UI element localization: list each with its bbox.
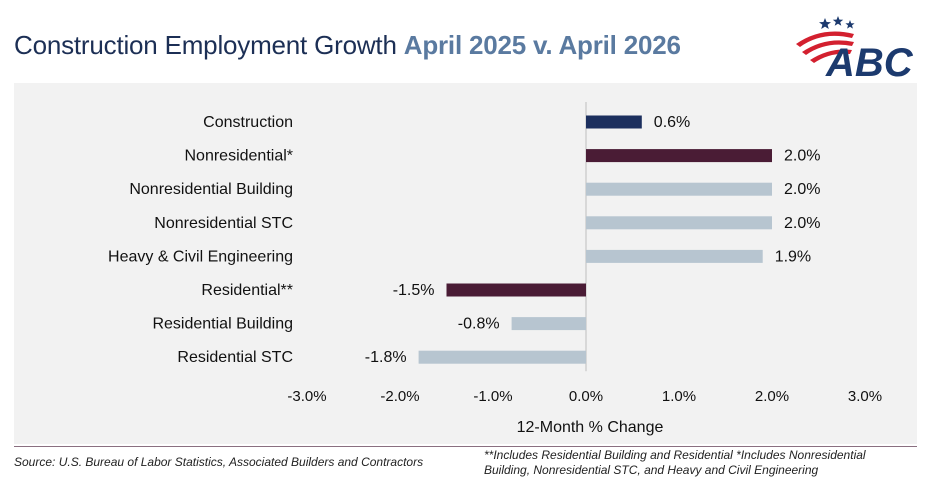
bar (446, 283, 586, 297)
category-label: Residential STC (177, 349, 293, 366)
data-label: -1.5% (393, 282, 435, 299)
chart-title-main: Construction Employment Growth (14, 30, 397, 60)
x-tick-label: 1.0% (662, 388, 696, 405)
x-tick-label: -2.0% (380, 388, 419, 405)
bar-chart: Construction 0.6% Nonresidential* 2.0% Nonre… (108, 102, 882, 436)
category-label: Nonresidential Building (129, 181, 293, 198)
category-label: Nonresidential* (184, 148, 293, 165)
category-label: Construction (203, 114, 293, 131)
data-label: 2.0% (784, 215, 820, 232)
category-label: Nonresidential STC (154, 215, 293, 232)
bar (586, 115, 642, 129)
chart-title: Construction Employment Growth April 202… (14, 30, 681, 61)
data-label: 2.0% (784, 181, 820, 198)
footer-divider (14, 446, 917, 447)
bar (418, 350, 586, 364)
plot-area: Construction 0.6% Nonresidential* 2.0% Nonre… (14, 83, 917, 444)
chart-subtitle: April 2025 v. April 2026 (403, 30, 681, 60)
x-tick-label: 2.0% (755, 388, 789, 405)
category-label: Residential** (201, 282, 293, 299)
abc-logo: ABC (792, 14, 914, 85)
category-label: Heavy & Civil Engineering (108, 248, 293, 265)
x-axis-title: 12-Month % Change (517, 419, 664, 436)
data-label: -1.8% (365, 349, 407, 366)
bar (586, 216, 772, 230)
bar (586, 249, 763, 263)
x-tick-label: 3.0% (848, 388, 882, 405)
category-label: Residential Building (152, 316, 293, 333)
bar (586, 182, 772, 196)
data-label: 1.9% (775, 248, 811, 265)
data-label: -0.8% (458, 316, 500, 333)
data-label: 0.6% (654, 114, 690, 131)
bar (511, 317, 586, 331)
bar (586, 149, 772, 163)
data-label: 2.0% (784, 148, 820, 165)
x-tick-label: -3.0% (287, 388, 326, 405)
abc-logo-text: ABC (825, 41, 914, 80)
x-tick-label: 0.0% (569, 388, 603, 405)
source-note: Source: U.S. Bureau of Labor Statistics,… (14, 455, 424, 469)
footnote: **Includes Residential Building and Resi… (484, 448, 866, 477)
x-tick-label: -1.0% (473, 388, 512, 405)
abc-logo-graphic: ABC (796, 16, 914, 85)
